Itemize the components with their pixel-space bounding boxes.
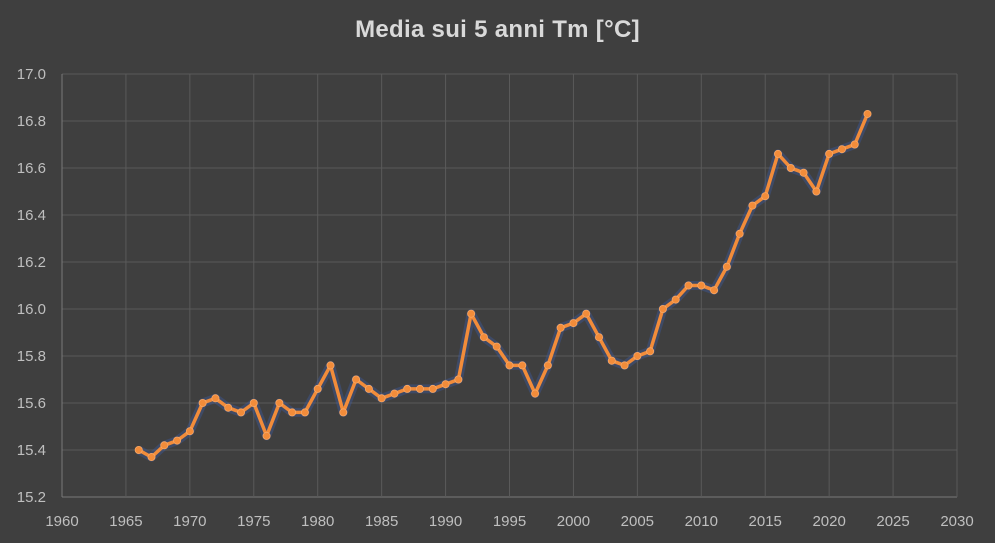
y-tick-label: 16.8: [17, 113, 46, 130]
x-tick-label: 2025: [876, 513, 909, 530]
data-point: [837, 145, 846, 154]
data-point: [812, 187, 821, 196]
y-tick-label: 15.4: [17, 442, 46, 459]
data-point: [863, 109, 872, 118]
data-point: [492, 342, 501, 351]
data-point: [390, 389, 399, 398]
data-point: [288, 408, 297, 417]
data-point: [531, 389, 540, 398]
data-point: [313, 384, 322, 393]
x-tick-label: 1985: [365, 513, 398, 530]
data-point: [646, 347, 655, 356]
data-points: [134, 109, 872, 462]
x-tick-label: 1990: [429, 513, 462, 530]
data-point: [710, 286, 719, 295]
data-point: [377, 394, 386, 403]
data-point: [850, 140, 859, 149]
x-tick-label: 1965: [109, 513, 142, 530]
y-tick-label: 16.6: [17, 160, 46, 177]
data-point: [428, 384, 437, 393]
data-point: [185, 427, 194, 436]
data-point: [467, 309, 476, 318]
data-point: [607, 356, 616, 365]
data-point: [403, 384, 412, 393]
data-point: [518, 361, 527, 370]
data-point: [774, 149, 783, 158]
data-point: [722, 262, 731, 271]
y-tick-label: 15.2: [17, 489, 46, 506]
data-point: [262, 431, 271, 440]
data-point: [160, 441, 169, 450]
data-point: [825, 149, 834, 158]
data-point: [582, 309, 591, 318]
data-point: [173, 436, 182, 445]
data-point: [620, 361, 629, 370]
data-point: [671, 295, 680, 304]
data-point: [761, 192, 770, 201]
data-point: [198, 398, 207, 407]
x-tick-label: 2010: [685, 513, 718, 530]
data-point: [211, 394, 220, 403]
data-point: [556, 323, 565, 332]
data-point: [326, 361, 335, 370]
tick-labels: 15.2 15.4 15.6 15.8 16.0 16.2 16.4 16.6 16.8 17.0…: [17, 66, 974, 530]
data-point: [543, 361, 552, 370]
y-tick-label: 16.4: [17, 207, 46, 224]
data-point: [735, 229, 744, 238]
x-tick-label: 1975: [237, 513, 270, 530]
data-point: [595, 333, 604, 342]
data-point: [786, 163, 795, 172]
data-point: [224, 403, 233, 412]
data-point: [275, 398, 284, 407]
data-point: [658, 304, 667, 313]
data-point: [364, 384, 373, 393]
x-tick-label: 2020: [812, 513, 845, 530]
data-point: [352, 375, 361, 384]
data-point: [147, 453, 156, 462]
data-point: [300, 408, 309, 417]
y-tick-label: 16.0: [17, 301, 46, 318]
data-point: [799, 168, 808, 177]
x-tick-label: 2015: [749, 513, 782, 530]
x-tick-label: 1995: [493, 513, 526, 530]
x-tick-label: 1980: [301, 513, 334, 530]
y-tick-label: 15.6: [17, 395, 46, 412]
data-point: [569, 319, 578, 328]
data-point: [134, 445, 143, 454]
x-tick-label: 2000: [557, 513, 590, 530]
x-tick-label: 2030: [940, 513, 973, 530]
data-point: [505, 361, 514, 370]
data-point: [236, 408, 245, 417]
series-layer: [136, 112, 872, 462]
data-point: [415, 384, 424, 393]
series-line: [136, 112, 870, 459]
y-tick-label: 16.2: [17, 254, 46, 271]
grid-layer: [61, 73, 958, 498]
data-point: [633, 351, 642, 360]
chart-title: Media sui 5 anni Tm [°C]: [355, 16, 640, 43]
data-point: [479, 333, 488, 342]
data-point: [697, 281, 706, 290]
x-tick-label: 1960: [45, 513, 78, 530]
y-tick-label: 15.8: [17, 348, 46, 365]
data-point: [454, 375, 463, 384]
data-point: [249, 398, 258, 407]
data-point: [748, 201, 757, 210]
data-point: [441, 380, 450, 389]
data-point: [684, 281, 693, 290]
x-tick-label: 2005: [621, 513, 654, 530]
data-point: [339, 408, 348, 417]
y-tick-label: 17.0: [17, 66, 46, 83]
x-tick-label: 1970: [173, 513, 206, 530]
